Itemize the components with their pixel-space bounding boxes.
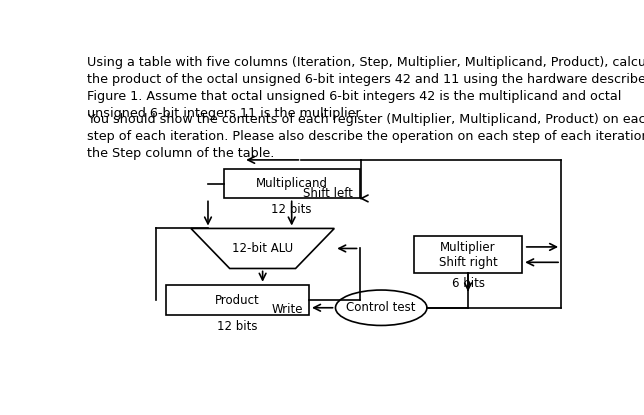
- Polygon shape: [191, 228, 334, 269]
- Text: 12-bit ALU: 12-bit ALU: [232, 242, 293, 255]
- Text: 12 bits: 12 bits: [217, 320, 258, 333]
- Text: Write: Write: [271, 303, 303, 316]
- Text: Control test: Control test: [346, 301, 416, 314]
- Text: Multiplier
Shift right: Multiplier Shift right: [439, 241, 497, 269]
- Text: Product: Product: [215, 293, 260, 307]
- Text: 12 bits: 12 bits: [271, 203, 312, 216]
- Text: You should show the contents of each register (Multiplier, Multiplicand, Product: You should show the contents of each reg…: [87, 113, 644, 160]
- FancyBboxPatch shape: [413, 236, 522, 273]
- Ellipse shape: [336, 290, 427, 325]
- Text: Shift left: Shift left: [303, 187, 354, 200]
- FancyBboxPatch shape: [166, 285, 309, 315]
- FancyBboxPatch shape: [224, 169, 359, 198]
- Text: Multiplicand: Multiplicand: [256, 177, 328, 190]
- Text: 6 bits: 6 bits: [451, 277, 484, 290]
- Text: Using a table with five columns (Iteration, Step, Multiplier, Multiplicand, Prod: Using a table with five columns (Iterati…: [87, 56, 644, 120]
